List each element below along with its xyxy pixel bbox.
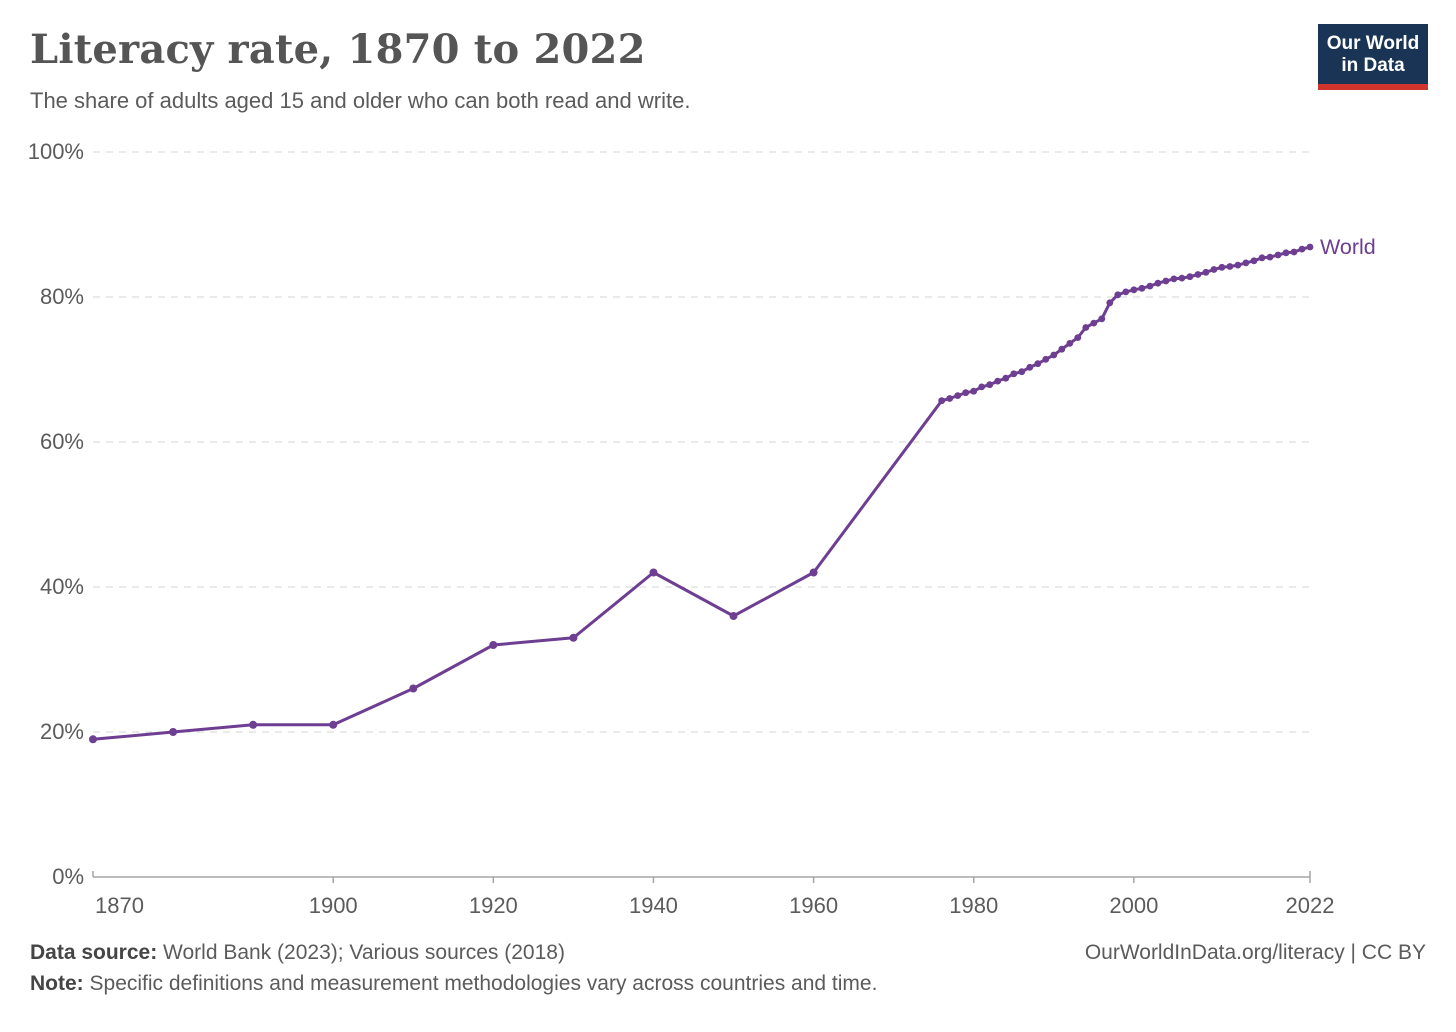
world-series-label: World — [1320, 235, 1376, 259]
world-data-point[interactable] — [409, 684, 418, 693]
world-data-point[interactable] — [1138, 284, 1146, 292]
world-data-point[interactable] — [1114, 291, 1122, 299]
world-data-point[interactable] — [938, 397, 946, 405]
owid-logo-line2: in Data — [1341, 55, 1405, 77]
world-data-point[interactable] — [962, 389, 970, 397]
world-data-point[interactable] — [1066, 340, 1074, 347]
world-data-point[interactable] — [1178, 274, 1186, 282]
world-data-point[interactable] — [1058, 345, 1066, 353]
x-axis-label: 1870 — [95, 893, 144, 918]
y-axis-label: 60% — [40, 429, 84, 454]
data-source-label: Data source: — [30, 941, 158, 964]
world-data-point[interactable] — [1042, 355, 1050, 363]
world-data-point[interactable] — [1306, 243, 1314, 251]
owid-logo[interactable]: Our World in Data — [1318, 24, 1428, 91]
data-source-text: World Bank (2023); Various sources (2018… — [157, 941, 565, 964]
owid-logo-line1: Our World — [1326, 33, 1420, 54]
world-data-point[interactable] — [1242, 259, 1250, 267]
world-data-point[interactable] — [1010, 370, 1018, 378]
x-axis-label: 2022 — [1286, 893, 1335, 918]
chart-footer: Data source: World Bank (2023); Various … — [30, 941, 1426, 1003]
note-label: Note: — [30, 972, 84, 995]
world-data-point[interactable] — [1218, 263, 1226, 271]
world-data-point[interactable] — [1074, 334, 1082, 341]
page-title: Literacy rate, 1870 to 2022 — [30, 26, 646, 73]
y-axis-label: 80% — [40, 284, 84, 309]
y-axis-label: 100% — [28, 139, 84, 164]
world-data-point[interactable] — [649, 568, 658, 577]
world-data-point[interactable] — [970, 387, 978, 395]
world-data-point[interactable] — [1266, 253, 1274, 261]
license-link[interactable]: OurWorldInData.org/literacy | CC BY — [1084, 941, 1426, 964]
world-data-point[interactable] — [1146, 282, 1154, 290]
world-data-point[interactable] — [1018, 368, 1026, 376]
world-data-point[interactable] — [329, 720, 338, 729]
world-data-point[interactable] — [1250, 257, 1258, 265]
note-text: Specific definitions and measurement met… — [83, 972, 878, 995]
world-data-point[interactable] — [169, 728, 178, 736]
world-data-point[interactable] — [1258, 254, 1266, 262]
x-axis-label: 1980 — [949, 893, 998, 918]
world-data-point[interactable] — [1170, 275, 1178, 283]
x-axis-label: 1900 — [309, 893, 358, 918]
chart-subtitle: The share of adults aged 15 and older wh… — [30, 88, 691, 113]
note-line: Note: Specific definitions and measureme… — [30, 972, 877, 995]
world-data-point[interactable] — [978, 383, 986, 391]
world-data-point[interactable] — [1186, 273, 1194, 281]
world-data-point[interactable] — [1090, 319, 1098, 327]
world-line-series — [91, 245, 1312, 741]
world-data-point[interactable] — [986, 381, 994, 389]
y-axis-label: 40% — [40, 574, 84, 599]
data-source-line: Data source: World Bank (2023); Various … — [30, 941, 565, 964]
x-axis-label: 2000 — [1109, 893, 1158, 918]
world-data-point[interactable] — [1026, 363, 1034, 371]
world-data-point[interactable] — [569, 633, 578, 642]
world-data-point[interactable] — [946, 395, 954, 402]
world-data-point[interactable] — [1162, 277, 1170, 285]
world-data-point[interactable] — [1194, 271, 1202, 278]
world-data-point[interactable] — [1234, 261, 1242, 269]
y-axis-label: 0% — [52, 864, 84, 889]
world-data-point[interactable] — [729, 612, 738, 620]
y-axis-label: 20% — [40, 719, 84, 744]
world-data-point[interactable] — [809, 568, 818, 577]
world-data-point[interactable] — [1154, 279, 1162, 287]
world-data-point[interactable] — [954, 392, 962, 399]
world-data-point[interactable] — [1274, 251, 1282, 259]
world-data-point[interactable] — [1226, 263, 1234, 270]
world-data-point[interactable] — [1106, 299, 1114, 307]
world-data-point[interactable] — [1202, 268, 1210, 276]
x-axis-label: 1960 — [789, 893, 838, 918]
world-data-point[interactable] — [1282, 249, 1290, 257]
world-data-point[interactable] — [1298, 245, 1306, 253]
world-data-point[interactable] — [1098, 315, 1106, 323]
world-data-point[interactable] — [1290, 248, 1298, 256]
world-data-point[interactable] — [89, 735, 97, 744]
world-data-point[interactable] — [1130, 286, 1138, 294]
world-data-point[interactable] — [1082, 324, 1090, 331]
world-data-point[interactable] — [489, 641, 498, 649]
world-data-point[interactable] — [1034, 360, 1042, 368]
world-data-point[interactable] — [994, 377, 1002, 385]
world-data-point[interactable] — [1210, 266, 1218, 273]
world-data-point[interactable] — [1050, 351, 1058, 359]
world-data-point[interactable] — [1002, 374, 1010, 382]
world-data-point[interactable] — [1122, 288, 1130, 296]
world-data-point[interactable] — [249, 720, 258, 729]
x-axis-label: 1920 — [469, 893, 518, 918]
x-axis-label: 1940 — [629, 893, 678, 918]
